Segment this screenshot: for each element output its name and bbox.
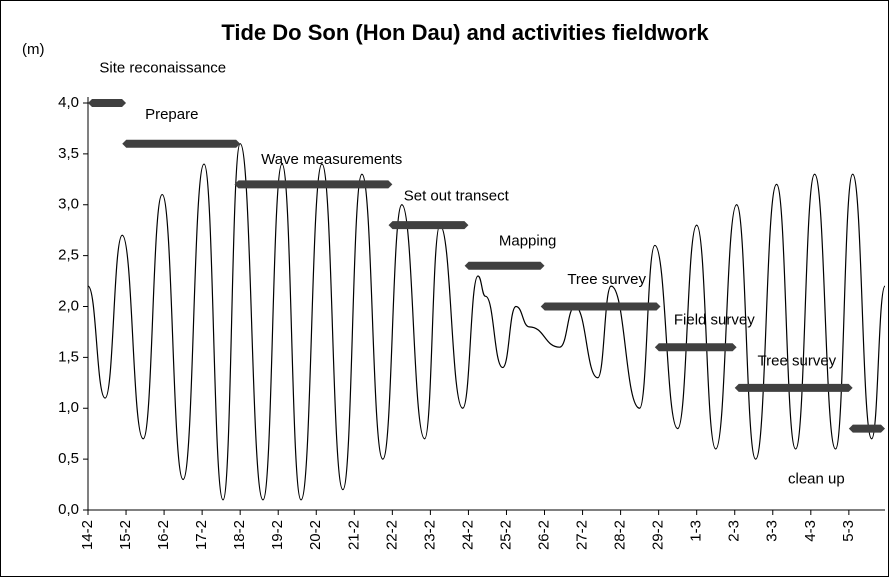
x-tick-label: 3-3 [764, 520, 781, 542]
x-tick-label: 29-2 [650, 520, 667, 550]
x-tick-label: 19-2 [269, 520, 286, 550]
activity-bar [88, 99, 127, 107]
activity-bar [654, 343, 737, 352]
activity-bar [848, 424, 885, 433]
x-tick-label: 25-2 [497, 520, 514, 550]
x-tick-label: 16-2 [155, 520, 172, 550]
activity-label: clean up [788, 470, 845, 487]
x-tick-label: 22-2 [383, 520, 400, 550]
activity-bar [540, 302, 661, 311]
x-tick-label: 2-3 [726, 520, 743, 542]
activity-label: Set out transect [404, 188, 510, 205]
activity-label: Wave measurements [261, 151, 402, 168]
y-axis-label: (m) [22, 41, 45, 58]
x-tick-label: 20-2 [307, 520, 324, 550]
y-tick-label: 3,5 [58, 145, 79, 162]
x-tick-label: 14-2 [79, 520, 96, 550]
x-tick-label: 4-3 [802, 520, 819, 542]
activity-label: Mapping [499, 232, 557, 249]
activity-label: Site reconaissance [99, 59, 226, 76]
x-tick-label: 18-2 [231, 520, 248, 550]
x-tick-label: 15-2 [117, 520, 134, 550]
activity-label: Tree survey [758, 352, 837, 369]
x-tick-label: 24-2 [459, 520, 476, 550]
y-tick-label: 3,0 [58, 196, 79, 213]
activity-bar [464, 261, 545, 270]
y-tick-label: 2,0 [58, 297, 79, 314]
activity-bar [388, 221, 469, 230]
activity-label: Prepare [145, 106, 198, 123]
x-tick-label: 5-3 [840, 520, 857, 542]
y-tick-label: 0,5 [58, 450, 79, 467]
activity-bar [734, 383, 853, 392]
x-tick-label: 17-2 [193, 520, 210, 550]
y-tick-label: 0,0 [58, 501, 79, 518]
chart-title: Tide Do Son (Hon Dau) and activities fie… [221, 20, 709, 45]
activity-bar [234, 180, 393, 189]
x-tick-label: 21-2 [345, 520, 362, 550]
y-tick-label: 4,0 [58, 94, 79, 111]
activity-label: Tree survey [567, 271, 646, 288]
x-tick-label: 1-3 [688, 520, 705, 542]
x-tick-label: 26-2 [535, 520, 552, 550]
x-tick-label: 27-2 [574, 520, 591, 550]
y-tick-label: 2,5 [58, 247, 79, 264]
y-tick-label: 1,0 [58, 399, 79, 416]
activity-label: Field survey [674, 312, 755, 329]
activity-bar [122, 139, 241, 148]
tide-line [87, 143, 886, 501]
x-tick-label: 28-2 [612, 520, 629, 550]
x-tick-label: 23-2 [421, 520, 438, 550]
y-tick-label: 1,5 [58, 348, 79, 365]
